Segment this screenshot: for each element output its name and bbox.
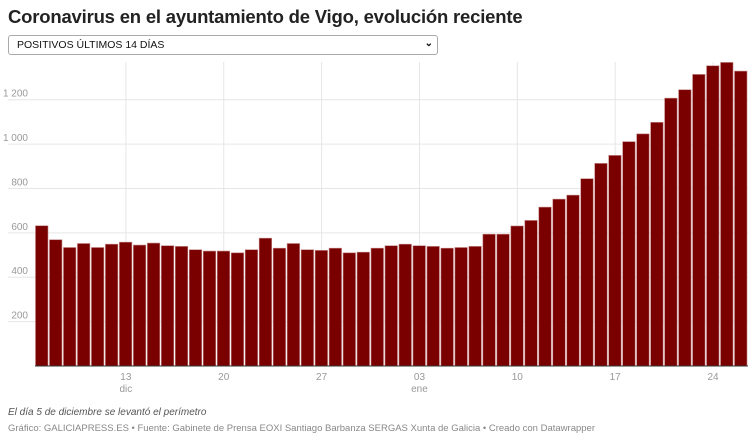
bar xyxy=(720,62,734,367)
bar xyxy=(510,225,524,367)
bar xyxy=(105,243,119,367)
y-tick-label: 1 000 xyxy=(3,133,28,144)
bar xyxy=(175,246,189,367)
bar xyxy=(398,243,412,367)
bar xyxy=(230,252,245,367)
y-tick-label: 600 xyxy=(11,222,28,233)
bar xyxy=(566,194,580,367)
metric-select[interactable]: POSITIVOS ÚLTIMOS 14 DÍAS ⌄ xyxy=(8,35,438,55)
bar xyxy=(482,233,496,367)
bar xyxy=(608,155,622,367)
bar xyxy=(426,246,440,367)
bar xyxy=(552,198,566,367)
x-tick-label: 17 xyxy=(610,372,622,383)
bar xyxy=(342,252,356,367)
bar xyxy=(734,70,748,367)
bar xyxy=(412,245,426,367)
bar xyxy=(202,250,217,367)
bar xyxy=(706,65,720,367)
bar xyxy=(147,242,161,367)
x-tick-label: 20 xyxy=(218,372,230,383)
x-tick-label: 13 xyxy=(120,372,132,383)
metric-select-value: POSITIVOS ÚLTIMOS 14 DÍAS xyxy=(17,39,165,51)
bar xyxy=(622,141,636,367)
bar xyxy=(678,89,692,367)
bar xyxy=(440,247,454,367)
bar xyxy=(454,247,468,367)
x-tick-sublabel: dic xyxy=(119,384,132,395)
bar xyxy=(244,249,258,367)
bar xyxy=(636,133,650,367)
bar xyxy=(161,245,175,367)
bar xyxy=(133,244,147,367)
bar xyxy=(188,249,203,367)
chart-title: Coronavirus en el ayuntamiento de Vigo, … xyxy=(8,6,523,27)
bar xyxy=(300,249,314,367)
x-tick-label: 24 xyxy=(707,372,719,383)
bar xyxy=(524,220,538,367)
bar xyxy=(272,247,286,367)
x-tick-label: 03 xyxy=(414,372,426,383)
y-tick-label: 1 200 xyxy=(3,89,28,100)
x-tick-label: 27 xyxy=(316,372,328,383)
chart-note: El día 5 de diciembre se levantó el perí… xyxy=(8,407,207,418)
bar xyxy=(63,247,77,367)
chevron-down-icon: ⌄ xyxy=(424,38,433,49)
y-tick-label: 400 xyxy=(11,266,28,277)
bar xyxy=(314,250,328,367)
y-tick-label: 200 xyxy=(11,311,28,322)
chart-source: Gráfico: GALICIAPRESS.ES • Fuente: Gabin… xyxy=(8,423,595,434)
bar xyxy=(692,74,706,367)
bar xyxy=(77,243,91,367)
bar xyxy=(91,247,105,367)
bar xyxy=(49,239,63,367)
bar xyxy=(664,97,678,367)
bar xyxy=(594,163,608,367)
x-tick-sublabel: ene xyxy=(411,384,428,395)
bar xyxy=(35,225,49,367)
y-tick-label: 800 xyxy=(11,177,28,188)
x-tick-label: 10 xyxy=(512,372,524,383)
bar xyxy=(258,237,272,367)
bar xyxy=(286,243,300,367)
bar xyxy=(468,246,482,367)
bar xyxy=(370,247,384,367)
bar xyxy=(384,245,398,367)
bar xyxy=(356,251,370,367)
bar xyxy=(216,250,231,367)
bar xyxy=(650,122,664,367)
bar xyxy=(538,206,552,367)
bar xyxy=(328,247,342,367)
bar xyxy=(580,178,594,367)
bar xyxy=(496,233,510,367)
bar xyxy=(119,241,133,367)
